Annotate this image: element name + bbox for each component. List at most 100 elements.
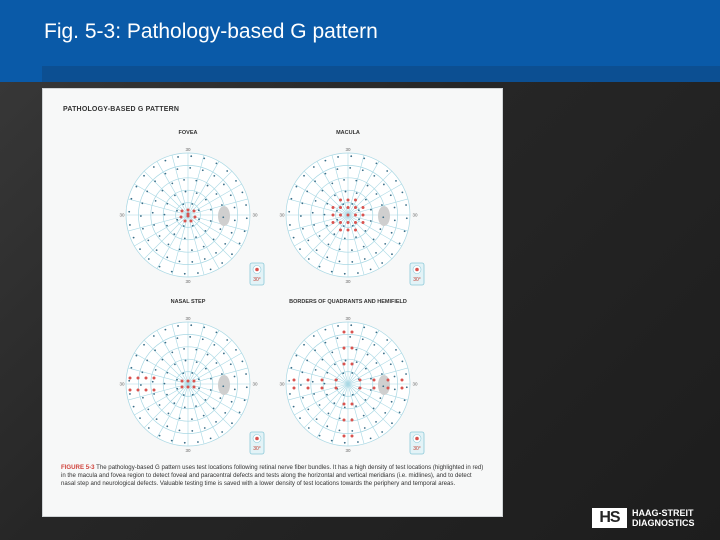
nasal-step-test-point [221,373,223,375]
borders-test-point [337,325,339,327]
fovea-test-point [209,268,212,271]
fovea-test-point [195,179,198,182]
macula-test-point [372,238,375,241]
macula-spoke [294,183,349,216]
borders-spoke [347,383,408,401]
macula-test-point [336,209,338,212]
fovea-test-point [158,265,161,268]
macula-test-point [292,236,295,239]
nasal-step-test-point [215,331,218,334]
fovea-highlight-point [183,219,187,223]
fovea-test-point [183,237,186,240]
nasal-step-test-point [222,352,225,355]
fovea-test-point [195,192,198,194]
borders-highlight-point [320,386,324,390]
borders-test-point [372,407,375,410]
borders-test-point [384,412,387,414]
nasal-step-test-point [213,344,216,346]
macula-test-point [334,194,336,197]
nasal-step-test-point [129,393,131,395]
borders-highlight-point [334,378,338,382]
macula-test-point [375,251,377,254]
fovea-test-point [215,251,217,254]
fovea-test-point [166,202,169,205]
header-strip [42,66,720,82]
borders-highlight-point [342,346,346,350]
nasal-step-spoke [187,324,205,385]
fovea-test-point [161,189,164,192]
borders-spoke [331,383,349,444]
fovea-test-point [213,175,216,177]
nasal-step-spoke [171,383,189,444]
nasal-step-test-point [176,337,179,339]
borders-test-point [321,358,324,361]
borders-test-point [290,366,293,369]
nasal-step-test-point [204,367,207,370]
nasal-step-highlight-point [136,376,140,380]
macula-highlight-point [361,206,365,209]
macula-test-point [389,194,392,197]
nasal-step-spoke [156,383,189,438]
borders-highlight-point [400,378,404,382]
nasal-step-test-point [139,384,142,386]
borders-spoke [347,383,402,416]
nasal-step-test-point [203,427,206,429]
nasal-step-test-point [238,411,241,414]
borders-test-point [351,393,354,396]
macula-test-point [343,272,346,275]
macula-test-point [393,219,396,222]
borders-test-point [311,380,314,383]
borders-highlight-point [342,402,346,406]
fovea-test-point [139,248,141,251]
fovea-test-point [147,239,150,242]
macula-spoke [288,198,349,216]
nasal-step-test-point [231,422,233,425]
borders-test-point [390,400,393,403]
macula-test-point [289,224,291,226]
nasal-step-test-point [222,385,225,388]
fovea-test-point [191,261,194,263]
fovea-spoke [187,155,205,216]
borders-test-point [382,385,385,388]
nasal-step-test-point [229,363,232,366]
fovea-test-point [197,272,199,274]
caption-text: The pathology-based G pattern uses test … [61,464,484,487]
borders-highlight-point [334,386,338,390]
borders-test-point [355,405,357,408]
macula-test-point [351,249,353,252]
nasal-step-highlight-point [180,385,184,389]
borders-test-point [370,377,372,380]
nasal-step-test-point [170,439,173,442]
fovea-test-point [197,209,200,212]
macula-test-point [351,261,354,263]
fovea-test-point [176,218,179,221]
borders-test-point [343,441,346,444]
borders-spoke [294,383,349,416]
nasal-step-test-point [142,396,144,399]
fovea-spoke [156,161,189,216]
macula-spoke [347,214,365,275]
nasal-step-test-point [183,347,185,350]
fovea-test-point [189,167,192,169]
borders-highlight-point [386,386,390,390]
nasal-step-test-point [141,371,144,374]
fovea-highlight-point [186,208,190,212]
nasal-step-test-point [161,358,164,361]
macula-highlight-point [331,206,335,209]
macula-test-point [405,217,408,220]
nasal-step-test-point [146,359,149,362]
fovea-tick-left: 30 [119,213,125,218]
macula-test-point [355,192,358,194]
fovea-test-point [224,243,227,245]
nasal-step-spoke [187,339,233,385]
fovea-highlight-point [186,212,190,216]
macula-highlight-point [331,213,335,217]
macula-highlight-point [346,213,350,217]
macula-test-point [343,178,345,181]
borders-test-point [313,393,315,395]
nasal-step-spoke [143,383,189,429]
borders-tick-left: 30 [279,382,285,387]
nasal-step-test-point [171,351,174,354]
macula-test-point [333,233,336,236]
borders-test-point [302,396,304,399]
